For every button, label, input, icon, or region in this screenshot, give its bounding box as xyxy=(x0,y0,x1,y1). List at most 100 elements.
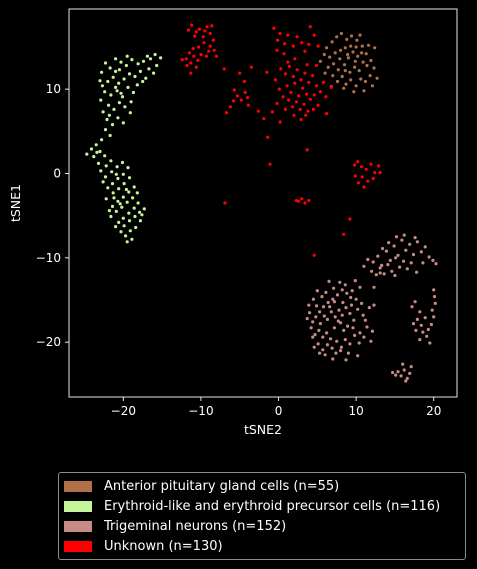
data-point-series-0 xyxy=(331,74,335,78)
data-point-series-2 xyxy=(409,261,413,265)
data-point-series-3 xyxy=(290,105,295,109)
data-point-series-1 xyxy=(117,220,121,224)
data-point-series-1 xyxy=(124,63,128,68)
data-point-series-0 xyxy=(358,33,362,37)
data-point-series-1 xyxy=(125,200,129,204)
data-point-series-0 xyxy=(351,50,355,54)
data-point-series-3 xyxy=(199,52,203,57)
data-point-series-2 xyxy=(340,288,344,292)
data-point-series-2 xyxy=(392,244,396,248)
data-point-series-3 xyxy=(353,163,357,167)
data-point-series-1 xyxy=(92,155,96,159)
data-point-series-2 xyxy=(308,311,312,315)
data-point-series-1 xyxy=(100,84,104,88)
data-point-series-2 xyxy=(344,358,348,362)
data-point-series-0 xyxy=(354,45,358,49)
data-point-series-1 xyxy=(103,175,108,179)
data-point-series-3 xyxy=(314,63,319,68)
data-point-series-1 xyxy=(140,213,144,217)
data-point-series-3 xyxy=(356,160,360,164)
data-point-series-3 xyxy=(282,52,286,56)
data-point-series-1 xyxy=(85,152,89,156)
data-point-series-2 xyxy=(318,322,322,326)
data-point-series-2 xyxy=(332,326,336,330)
data-point-series-1 xyxy=(114,225,118,229)
data-point-series-3 xyxy=(283,107,288,111)
data-point-series-1 xyxy=(110,182,115,186)
data-point-series-2 xyxy=(410,305,414,309)
data-point-series-3 xyxy=(373,171,377,175)
data-point-series-3 xyxy=(300,41,304,45)
data-point-series-2 xyxy=(366,257,370,262)
data-point-series-2 xyxy=(418,310,422,314)
data-point-series-1 xyxy=(144,76,148,80)
data-point-series-1 xyxy=(107,103,111,107)
data-point-series-3 xyxy=(289,90,293,95)
data-point-series-0 xyxy=(325,46,329,50)
data-point-series-3 xyxy=(201,35,205,39)
data-point-series-1 xyxy=(100,138,104,142)
data-point-series-1 xyxy=(127,176,132,180)
data-point-series-1 xyxy=(124,234,128,238)
data-point-series-1 xyxy=(119,230,123,234)
data-point-series-1 xyxy=(117,68,121,72)
data-point-series-2 xyxy=(361,313,365,317)
data-point-series-2 xyxy=(402,233,406,237)
data-point-series-1 xyxy=(126,85,130,89)
data-point-series-3 xyxy=(228,105,232,109)
data-point-series-2 xyxy=(341,300,345,305)
data-point-series-1 xyxy=(125,240,129,244)
data-point-series-3 xyxy=(287,64,291,68)
data-point-series-1 xyxy=(138,69,142,73)
data-point-series-1 xyxy=(116,176,120,181)
data-point-series-3 xyxy=(192,54,196,58)
legend-label-trigeminal: Trigeminal neurons (n=152) xyxy=(104,518,287,534)
data-point-series-1 xyxy=(119,60,123,64)
data-point-series-2 xyxy=(348,342,352,346)
data-point-series-3 xyxy=(223,201,227,205)
data-point-series-2 xyxy=(317,328,321,332)
y-tick-label: −20 xyxy=(36,335,61,349)
data-point-series-3 xyxy=(303,71,307,75)
data-point-series-3 xyxy=(190,23,194,27)
data-point-series-1 xyxy=(99,169,103,173)
data-point-series-1 xyxy=(119,91,123,95)
data-point-series-1 xyxy=(159,56,163,60)
data-point-series-1 xyxy=(98,79,102,83)
data-point-series-3 xyxy=(239,98,243,102)
data-point-series-1 xyxy=(126,166,130,170)
data-point-series-2 xyxy=(363,318,367,322)
legend-item-trigeminal: Trigeminal neurons (n=152) xyxy=(64,517,286,535)
data-point-series-0 xyxy=(365,63,369,68)
data-point-series-1 xyxy=(131,90,135,95)
data-point-series-2 xyxy=(343,283,347,287)
data-point-series-2 xyxy=(362,335,366,339)
data-point-series-2 xyxy=(365,325,369,329)
data-point-series-1 xyxy=(120,95,125,99)
plot-area-frame xyxy=(68,8,458,398)
data-point-series-2 xyxy=(328,337,333,341)
data-point-series-1 xyxy=(101,110,105,114)
data-point-series-1 xyxy=(136,201,140,205)
data-point-series-3 xyxy=(377,164,381,168)
data-point-series-3 xyxy=(202,41,206,45)
data-point-series-1 xyxy=(127,219,132,223)
data-point-series-3 xyxy=(305,63,309,67)
data-point-series-3 xyxy=(298,107,302,111)
data-point-series-3 xyxy=(266,135,270,139)
data-point-series-3 xyxy=(329,85,333,89)
data-point-series-3 xyxy=(205,25,209,29)
data-point-series-2 xyxy=(312,345,316,349)
data-point-series-0 xyxy=(328,55,332,59)
data-point-series-2 xyxy=(372,285,376,289)
data-point-series-2 xyxy=(335,293,340,297)
data-point-series-3 xyxy=(325,112,329,116)
data-point-series-3 xyxy=(197,27,201,31)
data-point-series-1 xyxy=(110,170,114,174)
data-point-series-1 xyxy=(117,101,121,105)
data-point-series-0 xyxy=(349,78,353,82)
data-point-series-2 xyxy=(350,289,354,293)
data-point-series-2 xyxy=(393,273,397,278)
data-point-series-0 xyxy=(346,56,350,60)
data-point-series-2 xyxy=(311,320,315,324)
